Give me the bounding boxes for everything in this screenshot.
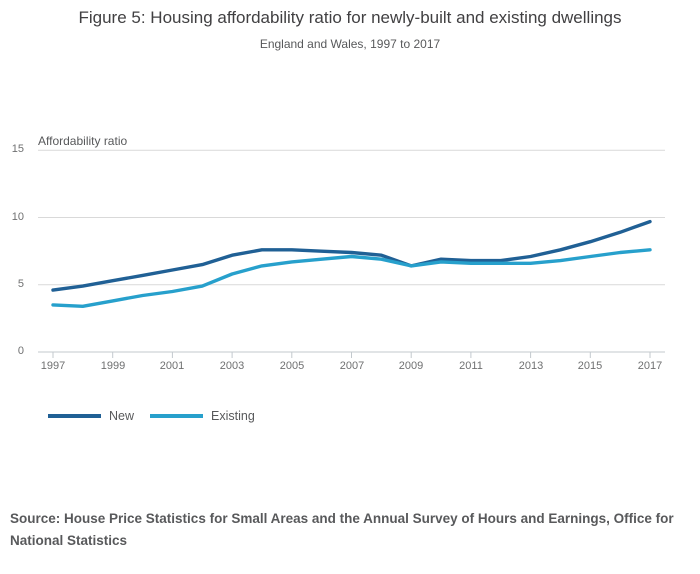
x-tick-label: 2001 xyxy=(159,360,185,372)
x-tick-label: 2011 xyxy=(459,360,483,372)
y-axis-title: Affordability ratio xyxy=(38,134,128,148)
x-tick-label: 1997 xyxy=(40,360,66,372)
y-tick-label: 15 xyxy=(11,143,24,155)
x-tick-label: 2005 xyxy=(279,360,305,372)
x-tick-label: 2017 xyxy=(637,360,663,372)
chart-title: Figure 5: Housing affordability ratio fo… xyxy=(78,8,622,27)
x-tick-label: 2003 xyxy=(219,360,245,372)
legend-swatch-new xyxy=(48,414,101,418)
legend-item-new: New xyxy=(48,409,134,423)
x-tick-label: 2015 xyxy=(577,360,603,372)
legend-label-existing: Existing xyxy=(211,409,255,423)
x-tick-label: 2013 xyxy=(518,360,544,372)
legend-item-existing: Existing xyxy=(150,409,255,423)
y-tick-label: 0 xyxy=(17,345,24,357)
source-note: Source: House Price Statistics for Small… xyxy=(10,511,674,548)
series-line-new xyxy=(51,219,652,292)
y-tick-label: 10 xyxy=(11,211,24,223)
legend-swatch-existing xyxy=(150,414,204,418)
x-tick-label: 2009 xyxy=(398,360,424,372)
x-tick-label: 1999 xyxy=(100,360,126,372)
y-tick-label: 5 xyxy=(17,278,24,290)
x-tick-label: 2007 xyxy=(339,360,365,372)
legend-label-new: New xyxy=(109,409,135,423)
series-line-existing xyxy=(51,248,652,308)
chart-subtitle: England and Wales, 1997 to 2017 xyxy=(259,37,441,51)
chart-legend: New Existing xyxy=(48,409,271,423)
